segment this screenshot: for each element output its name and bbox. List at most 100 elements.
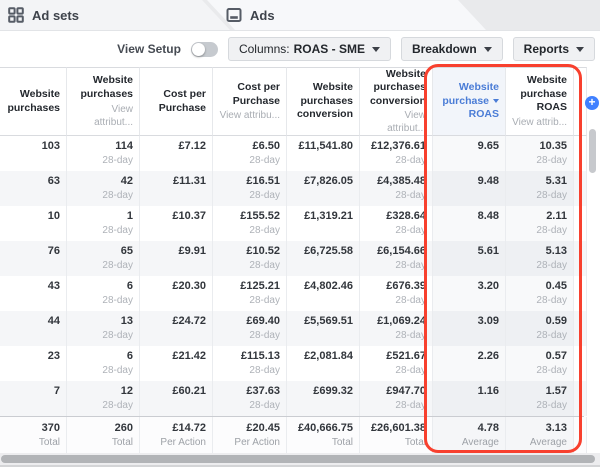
metric-value: £125.21 [240, 280, 280, 292]
totals-sublabel: Total [111, 436, 133, 448]
metric-cell: 63 [0, 171, 67, 206]
metric-cell: £37.63 28-day [213, 381, 287, 416]
metric-cell: £12,376.61 28-day [360, 136, 433, 171]
totals-cell: £20.45 Per Action [213, 417, 287, 455]
metric-cell: 3.09 [433, 311, 506, 346]
column-header-title: Website purchases conversion [296, 81, 353, 121]
table-row[interactable]: 43 6 28-day £20.30 £125.21 28-day £4,802.46 £67… [0, 276, 587, 311]
metric-cell: £1,319.21 [287, 206, 360, 241]
metric-cell: 2.26 [433, 346, 506, 381]
metric-value: £5,569.51 [304, 315, 353, 327]
table-row[interactable]: 23 6 28-day £21.42 £115.13 28-day £2,081.84 £52… [0, 346, 587, 381]
metric-value: 63 [47, 175, 60, 187]
attribution-sublabel: 28-day [536, 329, 567, 341]
columns-dropdown-button[interactable]: Columns: ROAS - SME [227, 37, 391, 61]
column-header[interactable]: Website purchases conversion View attribu… [360, 67, 433, 136]
metric-value: £24.72 [172, 315, 206, 327]
column-header[interactable]: Website purchase ROAS [433, 67, 506, 136]
row-spacer-cell [574, 276, 587, 311]
row-spacer-cell [574, 241, 587, 276]
attribution-sublabel: 28-day [102, 294, 133, 306]
metric-value: £676.39 [386, 280, 426, 292]
attribution-window-link[interactable]: View attrib... [512, 116, 567, 128]
metric-cell: 43 [0, 276, 67, 311]
metric-value: £2,081.84 [304, 350, 353, 362]
metric-cell: £4,802.46 [287, 276, 360, 311]
metric-value: £20.30 [172, 280, 206, 292]
tab-ads[interactable]: Ads [226, 0, 275, 30]
metric-cell: 8.48 [433, 206, 506, 241]
metric-cell: 0.59 28-day [506, 311, 574, 346]
attribution-window-link[interactable]: View attribut... [94, 103, 133, 128]
metric-cell: £155.52 28-day [213, 206, 287, 241]
metric-value: £7,826.05 [304, 175, 353, 187]
totals-value: 260 [114, 422, 133, 434]
metric-cell: £676.39 28-day [360, 276, 433, 311]
metric-value: 7 [53, 385, 60, 397]
vertical-scrollbar-thumb[interactable] [589, 129, 596, 173]
chevron-down-icon [483, 46, 492, 52]
attribution-sublabel: 28-day [395, 154, 426, 166]
columns-prefix: Columns: [238, 42, 290, 56]
metric-cell: £2,081.84 [287, 346, 360, 381]
metric-cell: £699.32 [287, 381, 360, 416]
metric-value: 44 [47, 315, 60, 327]
metric-cell: £10.37 [140, 206, 213, 241]
column-header[interactable]: Website purchases View attribut... [67, 67, 140, 136]
totals-sublabel: Per Action [160, 436, 206, 448]
column-header[interactable]: Cost per Purchase View attribu... [213, 67, 287, 136]
metric-cell: 6 28-day [67, 346, 140, 381]
table-row[interactable]: 10 1 28-day £10.37 £155.52 28-day £1,319.21 £32… [0, 206, 587, 241]
metric-value: 23 [47, 350, 60, 362]
metric-cell: 9.48 [433, 171, 506, 206]
column-header[interactable]: Website purchases [0, 67, 67, 136]
metric-value: £37.63 [246, 385, 280, 397]
metric-cell: 2.11 28-day [506, 206, 574, 241]
attribution-window-link[interactable]: View attribu... [219, 110, 280, 122]
metric-cell: 7 [0, 381, 67, 416]
totals-value: £14.72 [172, 422, 206, 434]
attribution-window-link[interactable]: View attribut... [387, 110, 426, 135]
metric-value: £4,385.48 [377, 175, 426, 187]
table-row[interactable]: 44 13 28-day £24.72 £69.40 28-day £5,569.51 £1,… [0, 311, 587, 346]
horizontal-scrollbar-track[interactable] [0, 453, 600, 467]
table-totals-row: 370 Total 260 Total £14.72 Per Action £20.45 Pe… [0, 416, 587, 456]
column-header[interactable]: Website purchase ROAS View attrib... [506, 67, 574, 136]
reports-dropdown-button[interactable]: Reports [512, 37, 595, 61]
metric-cell: 44 [0, 311, 67, 346]
attribution-sublabel: 28-day [102, 329, 133, 341]
metric-cell: 103 [0, 136, 67, 171]
attribution-sublabel: 28-day [102, 364, 133, 376]
metric-value: 10 [47, 210, 60, 222]
metric-cell: 10.35 28-day [506, 136, 574, 171]
attribution-sublabel: 28-day [249, 154, 280, 166]
view-setup-toggle[interactable] [190, 41, 218, 57]
metric-cell: 5.13 28-day [506, 241, 574, 276]
table-row[interactable]: 7 12 28-day £60.21 £37.63 28-day £699.32 £947.7… [0, 381, 587, 416]
table-row[interactable]: 103 114 28-day £7.12 £6.50 28-day £11,541.80 £1… [0, 136, 587, 171]
attribution-sublabel: 28-day [102, 224, 133, 236]
table-body: 103 114 28-day £7.12 £6.50 28-day £11,541.80 £1… [0, 136, 600, 416]
metric-value: 9.65 [477, 140, 499, 152]
attribution-sublabel: 28-day [249, 294, 280, 306]
breakdown-dropdown-button[interactable]: Breakdown [400, 37, 503, 61]
column-header[interactable]: Website purchases conversion [287, 67, 360, 136]
table-row[interactable]: 63 42 28-day £11.31 £16.51 28-day £7,826.05 £4,… [0, 171, 587, 206]
table-row[interactable]: 76 65 28-day £9.91 £10.52 28-day £6,725.58 £6,1… [0, 241, 587, 276]
ads-card-icon [226, 7, 242, 23]
add-column-button[interactable]: + [585, 96, 599, 110]
column-header[interactable]: Cost per Purchase [140, 67, 213, 136]
totals-cell: 260 Total [67, 417, 140, 455]
metric-cell: £125.21 28-day [213, 276, 287, 311]
column-header-title: Cost per Purchase [232, 80, 280, 107]
totals-sublabel: Total [38, 436, 60, 448]
metric-cell: 1.57 28-day [506, 381, 574, 416]
metric-value: 5.13 [545, 245, 567, 257]
metric-cell: £10.52 28-day [213, 241, 287, 276]
horizontal-scrollbar-thumb[interactable] [1, 455, 595, 463]
totals-value: 3.13 [545, 422, 567, 434]
metric-value: 0.57 [545, 350, 567, 362]
tab-ad-sets[interactable]: Ad sets [8, 0, 79, 30]
metric-value: £9.91 [178, 245, 206, 257]
